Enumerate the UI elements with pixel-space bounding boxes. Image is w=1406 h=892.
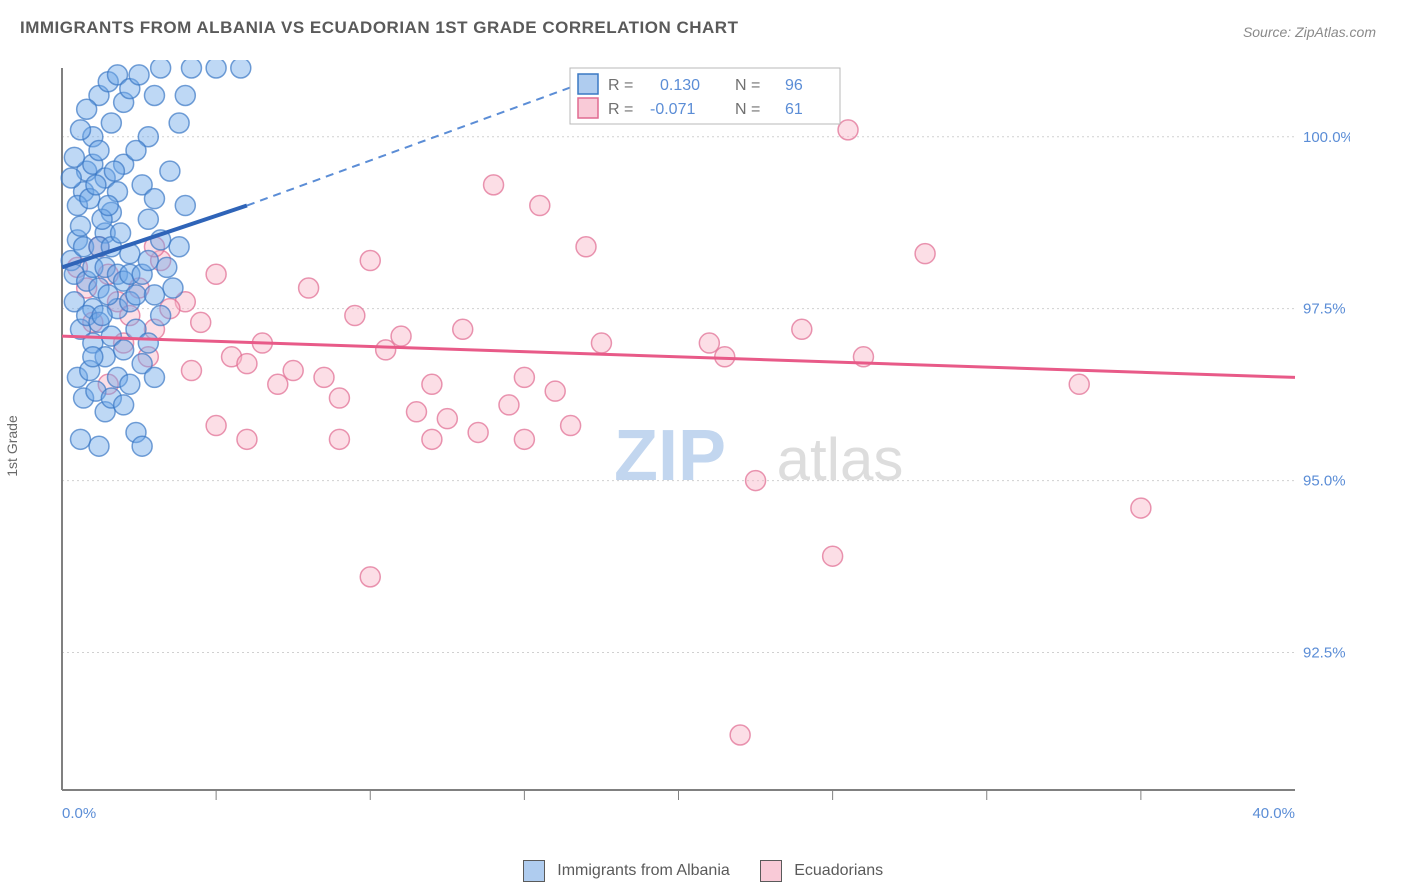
svg-text:R =: R = <box>608 101 633 118</box>
svg-text:-0.071: -0.071 <box>650 101 695 118</box>
svg-text:atlas: atlas <box>777 426 904 493</box>
svg-text:ZIP: ZIP <box>614 416 726 496</box>
legend-swatch-blue-icon <box>523 860 545 882</box>
scatter-plot: 92.5% 95.0% 97.5% 100.0% ZIP atlas 0.0% 40.0% R … <box>50 60 1350 830</box>
svg-text:96: 96 <box>785 77 803 94</box>
svg-text:N =: N = <box>735 101 760 118</box>
svg-text:0.130: 0.130 <box>660 77 700 94</box>
y-axis-label: 1st Grade <box>4 415 20 476</box>
svg-text:95.0%: 95.0% <box>1303 473 1346 490</box>
source-label: Source: ZipAtlas.com <box>1243 24 1376 40</box>
legend-swatch-pink-icon <box>760 860 782 882</box>
svg-text:61: 61 <box>785 101 803 118</box>
chart-title: IMMIGRANTS FROM ALBANIA VS ECUADORIAN 1S… <box>20 18 738 38</box>
legend-label-blue: Immigrants from Albania <box>557 862 730 879</box>
svg-text:40.0%: 40.0% <box>1252 805 1295 822</box>
legend-label-pink: Ecuadorians <box>794 862 883 879</box>
legend-item-pink: Ecuadorians <box>760 860 883 882</box>
svg-text:N =: N = <box>735 77 760 94</box>
legend-item-blue: Immigrants from Albania <box>523 860 730 882</box>
svg-text:92.5%: 92.5% <box>1303 644 1346 661</box>
svg-text:100.0%: 100.0% <box>1303 129 1350 146</box>
svg-text:0.0%: 0.0% <box>62 805 96 822</box>
svg-text:R =: R = <box>608 77 633 94</box>
bottom-legend: Immigrants from Albania Ecuadorians <box>0 860 1406 882</box>
svg-text:97.5%: 97.5% <box>1303 301 1346 318</box>
